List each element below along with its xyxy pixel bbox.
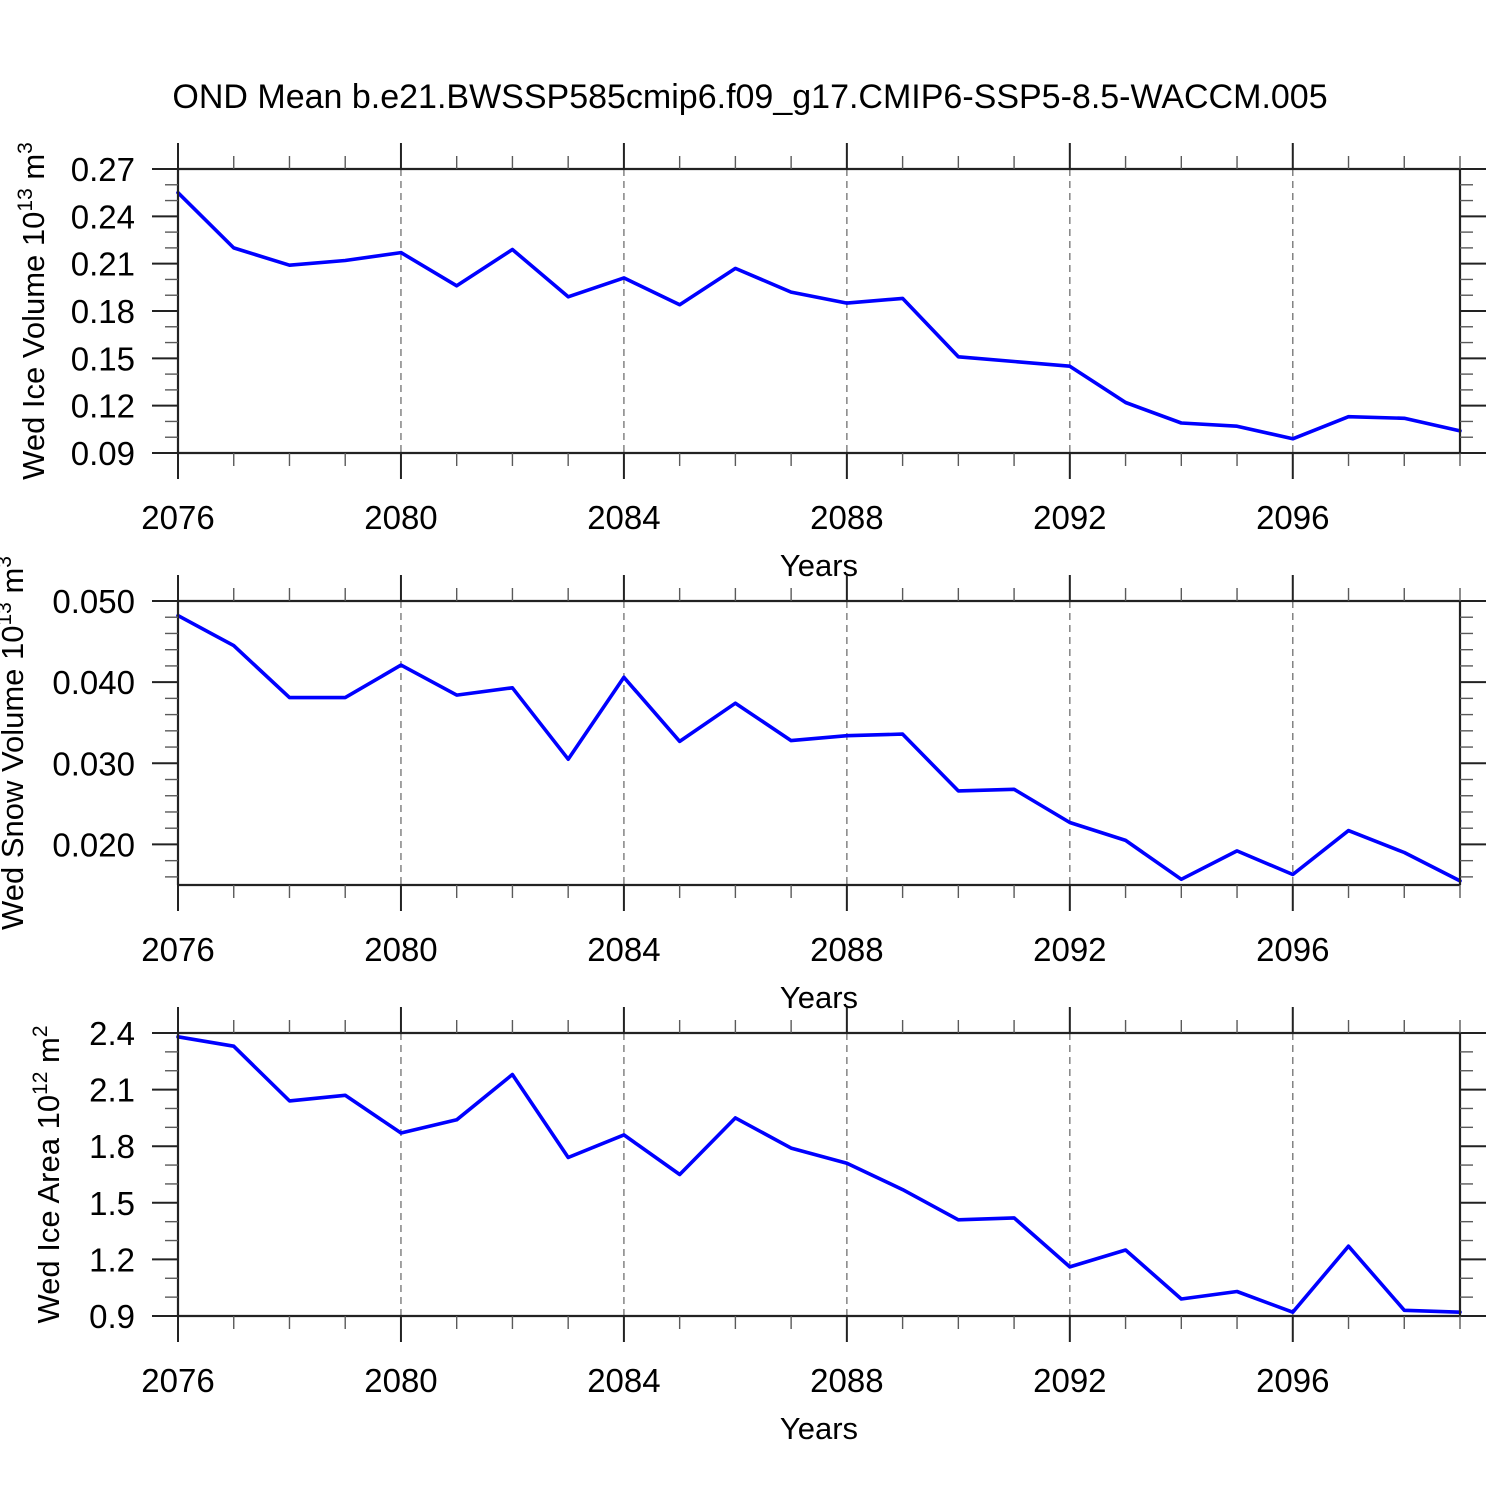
x-tick-label: 2092 — [1033, 1362, 1106, 1399]
y-tick-label: 0.15 — [71, 340, 135, 377]
x-tick-label: 2084 — [587, 499, 660, 536]
y-tick-label: 0.9 — [89, 1298, 135, 1335]
x-axis-label: Years — [780, 548, 858, 583]
x-tick-label: 2096 — [1256, 499, 1329, 536]
y-tick-label: 1.8 — [89, 1128, 135, 1165]
y-axis-label: Wed Ice Area 1012 m2 — [29, 1025, 66, 1323]
x-tick-label: 2080 — [364, 499, 437, 536]
x-tick-label: 2076 — [141, 499, 214, 536]
y-axis-label: Wed Ice Volume 1013 m3 — [14, 142, 51, 480]
y-tick-label: 1.5 — [89, 1185, 135, 1222]
x-tick-label: 2096 — [1256, 931, 1329, 968]
y-tick-label: 0.020 — [52, 826, 135, 863]
x-tick-label: 2080 — [364, 1362, 437, 1399]
y-tick-label: 1.2 — [89, 1241, 135, 1278]
y-tick-label: 2.1 — [89, 1072, 135, 1109]
wed-snow-volume-line — [176, 613, 1462, 883]
x-tick-label: 2096 — [1256, 1362, 1329, 1399]
y-tick-label: 0.24 — [71, 198, 135, 235]
y-tick-label: 0.21 — [71, 246, 135, 283]
y-tick-label: 2.4 — [89, 1015, 135, 1052]
x-tick-label: 2092 — [1033, 499, 1106, 536]
x-tick-label: 2084 — [587, 1362, 660, 1399]
x-tick-label: 2076 — [141, 931, 214, 968]
figure-title: OND Mean b.e21.BWSSP585cmip6.f09_g17.CMI… — [172, 78, 1328, 116]
y-tick-label: 0.050 — [52, 583, 135, 620]
x-axis-label: Years — [780, 980, 858, 1015]
y-tick-label: 0.09 — [71, 435, 135, 472]
y-tick-label: 0.030 — [52, 745, 135, 782]
x-tick-label: 2084 — [587, 931, 660, 968]
y-tick-label: 0.12 — [71, 388, 135, 425]
x-tick-label: 2092 — [1033, 931, 1106, 968]
y-tick-label: 0.18 — [71, 293, 135, 330]
x-tick-label: 2088 — [810, 499, 883, 536]
y-axis-label: Wed Snow Volume 1013 m3 — [0, 556, 30, 930]
wed-ice-volume-line — [176, 190, 1462, 441]
x-tick-label: 2088 — [810, 931, 883, 968]
wed-ice-area-line — [176, 1035, 1462, 1314]
x-axis-label: Years — [780, 1411, 858, 1446]
y-tick-label: 0.27 — [71, 151, 135, 188]
x-tick-label: 2088 — [810, 1362, 883, 1399]
y-tick-label: 0.040 — [52, 664, 135, 701]
panel-wed-snow-volume: 0.050 0.040 0.030 0.020 2076 2080 2084 2088 2092… — [0, 556, 1486, 1015]
x-tick-label: 2080 — [364, 931, 437, 968]
x-tick-label: 2076 — [141, 1362, 214, 1399]
